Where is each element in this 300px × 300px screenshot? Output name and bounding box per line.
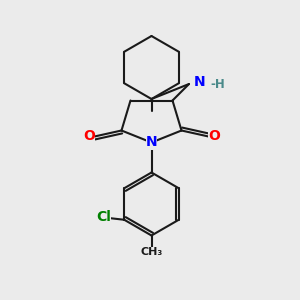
Text: Cl: Cl [96,210,111,224]
Text: CH₃: CH₃ [140,247,163,257]
Text: O: O [208,130,220,143]
Text: O: O [83,130,95,143]
Text: -H: -H [211,77,225,91]
Text: N: N [194,76,205,89]
Text: N: N [146,136,157,149]
